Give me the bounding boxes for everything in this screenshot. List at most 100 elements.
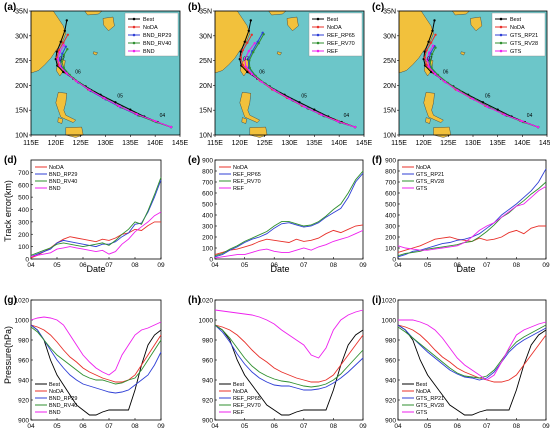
series-line [30, 324, 162, 394]
x-tick-label: 09 [157, 423, 165, 430]
y-tick-label: 800 [202, 169, 213, 176]
land-luzon [423, 92, 444, 123]
land-kyushu [102, 16, 115, 32]
track-point [337, 120, 340, 123]
x-tick-label: 140E [331, 140, 348, 147]
y-tick-label: 1020 [382, 298, 397, 305]
track-point [429, 70, 433, 74]
y-tick-label: 10N [15, 133, 28, 140]
x-tick-label: 06 [271, 262, 279, 269]
land-ryukyu [92, 51, 98, 56]
date-xlabel-col1: Date [86, 264, 105, 274]
y-tick-label: 1020 [199, 298, 214, 305]
track-point [65, 72, 69, 75]
y-tick-label: 960 [385, 358, 396, 365]
legend-marker [316, 25, 320, 29]
track-point [303, 105, 306, 108]
legend-marker [316, 49, 320, 53]
land-luzon [239, 92, 261, 123]
y-tick-label: 500 [202, 202, 213, 209]
y-tick-label: 300 [202, 224, 213, 231]
legend-label: NoDA [233, 389, 248, 395]
legend-label: BND_RP29 [49, 396, 77, 402]
track-point [443, 80, 447, 84]
x-tick-label: 07 [300, 423, 308, 430]
series-line [397, 324, 547, 383]
series-line [30, 326, 162, 385]
legend-marker [132, 17, 136, 21]
date-xlabel-col3: Date [456, 264, 475, 274]
x-tick-label: 06 [454, 423, 462, 430]
y-tick-label: 10N [199, 133, 212, 140]
x-tick-label: 09 [359, 423, 367, 430]
legend-label: Best [143, 17, 154, 23]
x-tick-label: 115E [23, 140, 39, 147]
y-tick-label: 300 [385, 224, 396, 231]
legend-label: BND_RV40 [143, 41, 171, 47]
panel-label: (e) [188, 155, 200, 166]
track-point [248, 59, 251, 62]
legend-label: BND_RV40 [49, 403, 77, 409]
panel-label: (h) [188, 295, 201, 306]
panel-label: (i) [372, 295, 381, 306]
track-point [62, 44, 65, 47]
panel-e: (e) 0 100 200 300 400 500 600 700 800 900 04 05 06 07 0… [188, 155, 367, 269]
land-mindoro [241, 117, 248, 124]
legend-marker [132, 49, 136, 53]
track-point [249, 19, 252, 22]
track-point [62, 66, 65, 70]
track-point [241, 49, 244, 52]
y-tick-label: 940 [202, 378, 213, 385]
y-tick-label: 400 [202, 213, 213, 220]
legend-label: BND_RV40 [49, 179, 77, 185]
y-tick-label: 30N [15, 33, 28, 40]
track-point [88, 88, 91, 92]
legend-label: GTS [416, 186, 428, 192]
track-point [118, 105, 121, 108]
legend-label: NoDA [233, 165, 248, 171]
y-tick-label: 900 [385, 158, 396, 165]
legend-label: GTS_RV28 [416, 179, 444, 185]
x-tick-label: 05 [424, 262, 432, 269]
y-tick-label: 500 [18, 195, 29, 202]
x-tick-label: 07 [483, 423, 491, 430]
day-label: 07 [59, 57, 65, 63]
y-tick-label: 0 [392, 257, 396, 264]
series-line [30, 324, 162, 383]
y-tick-label: 700 [385, 180, 396, 187]
track-point [313, 108, 316, 111]
legend-marker [499, 49, 503, 53]
track-point [58, 51, 61, 54]
track-point [57, 49, 60, 52]
plot-frame [30, 299, 162, 421]
x-tick-label: 130E [281, 140, 298, 147]
y-tick-label: 10N [383, 133, 396, 140]
legend-marker [132, 41, 136, 45]
y-tick-label: 15N [15, 108, 28, 115]
legend-label: NoDA [49, 165, 64, 171]
panel-f: (f) 0 100 200 300 400 500 600 700 800 900 04 05 06 07 0… [372, 155, 550, 269]
series-line [214, 309, 364, 359]
track-point [247, 50, 250, 53]
track-point [353, 125, 357, 129]
track-point [61, 52, 64, 55]
panel-h: (h) 900 920 940 960 980 1000 1020 04 05 06 07 08 09 Be… [188, 295, 367, 430]
y-tick-label: 400 [18, 207, 29, 214]
x-tick-label: 135E [122, 140, 139, 147]
y-tick-label: 200 [202, 235, 213, 242]
track-point [427, 51, 431, 54]
legend-label: Best [510, 17, 521, 23]
y-tick-label: 800 [385, 169, 396, 176]
track-point [425, 49, 428, 52]
x-tick-label: 145E [356, 140, 373, 147]
track-point [65, 19, 69, 22]
plot-frame [397, 299, 547, 421]
series-line [397, 324, 547, 381]
y-tick-label: 15N [383, 108, 396, 115]
panel-b: (b) 04 05 06 07 115E 120E 125E 130E 135E 140E 145E 1… [188, 2, 372, 147]
series-line [214, 172, 364, 258]
x-tick-label: 115E [391, 140, 407, 147]
x-tick-label: 07 [105, 262, 113, 269]
x-tick-label: 135E [489, 140, 506, 147]
